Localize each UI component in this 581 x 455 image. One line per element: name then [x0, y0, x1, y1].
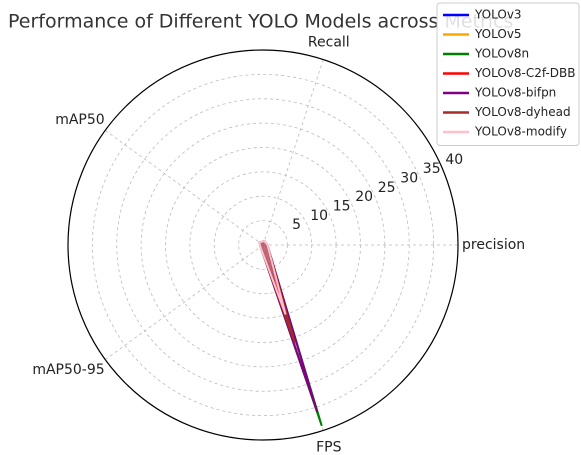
r-tick-label: 25 [378, 180, 396, 196]
r-tick-label: 30 [400, 170, 418, 186]
r-tick-label: 10 [310, 208, 328, 224]
legend-label: YOLOv8-dyhead [474, 105, 571, 119]
spoke [105, 244, 264, 360]
r-tick-label: 35 [423, 161, 441, 177]
spoke [262, 59, 324, 246]
r-tick-label: 15 [333, 198, 351, 214]
legend: YOLOv3 YOLOv5 YOLOv8n YOLOv8-C2f-DBB YOLOv8-… [436, 2, 580, 146]
axis-label: mAP50-95 [32, 362, 104, 378]
r-tick-label: 5 [292, 217, 301, 233]
legend-label: YOLOv5 [474, 27, 522, 41]
legend-label: YOLOv8-bifpn [474, 86, 556, 100]
axis-label: mAP50 [55, 112, 104, 128]
series-area [258, 239, 287, 315]
axis-label: Recall [308, 34, 350, 50]
legend-label: YOLOv8-modify [474, 125, 567, 139]
outer-circle [67, 49, 459, 441]
legend-label: YOLOv8n [474, 47, 529, 61]
legend-label: YOLOv8-C2f-DBB [474, 66, 576, 80]
axis-label: FPS [316, 440, 341, 455]
chart-title: Performance of Different YOLO Models acr… [8, 11, 513, 33]
r-tick-label: 20 [355, 189, 373, 205]
r-tick-label: 40 [445, 152, 463, 168]
spoke [105, 130, 264, 246]
legend-label: YOLOv3 [474, 8, 522, 22]
axis-label: precision [462, 237, 525, 253]
legend-box [436, 2, 580, 146]
